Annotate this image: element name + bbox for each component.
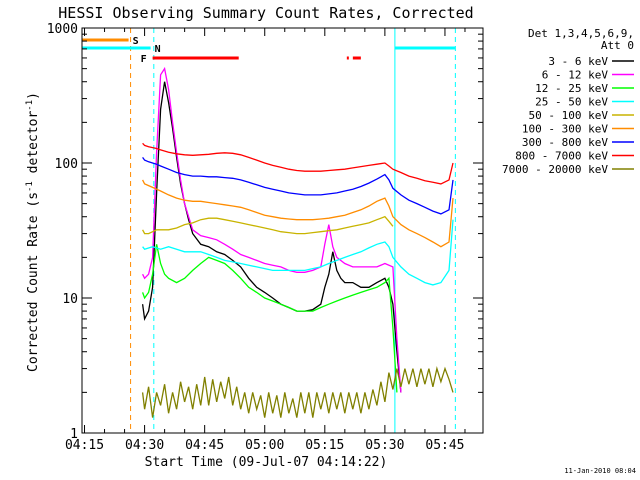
x-tick-label-1: 04:30 <box>125 438 164 453</box>
legend-label-3: 25 - 50 keV <box>535 96 608 109</box>
flag-label-n: N <box>155 44 161 55</box>
flag-label-f: F <box>141 54 147 65</box>
series-line-3 <box>142 219 454 286</box>
y-axis-title: Corrected Count Rate (s-1 detector-1) <box>25 92 41 372</box>
series-line-6 <box>142 157 454 215</box>
chart-title: HESSI Observing Summary Count Rates, Cor… <box>58 4 473 22</box>
legend-label-4: 50 - 100 keV <box>529 109 609 122</box>
flag-markers: S NF <box>82 28 456 433</box>
x-axis-ticks: 04:15 04:30 04:45 05:00 05:15 05:30 05:45 <box>65 28 466 453</box>
plot-frame <box>81 27 484 434</box>
x-tick-label-3: 05:00 <box>245 438 284 453</box>
series-line-0 <box>141 81 402 393</box>
legend-label-5: 100 - 300 keV <box>522 123 608 136</box>
series-line-4 <box>142 215 394 235</box>
legend-header-line2: Att 0 <box>601 39 634 52</box>
x-tick-label-0: 04:15 <box>65 438 104 453</box>
legend-label-6: 300 - 800 keV <box>522 136 608 149</box>
legend-label-8: 7000 - 20000 keV <box>502 163 608 176</box>
y-tick-label-3: 1000 <box>47 22 78 37</box>
series-line-7 <box>142 142 454 185</box>
legend-label-2: 12 - 25 keV <box>535 82 608 95</box>
y-tick-label-2: 100 <box>55 157 78 172</box>
legend-header-line1: Det 1,3,4,5,6,9, <box>528 27 634 40</box>
series-line-1 <box>142 66 402 393</box>
legend-label-0: 3 - 6 keV <box>548 55 608 68</box>
x-tick-label-2: 04:45 <box>185 438 224 453</box>
series-lines <box>141 66 454 418</box>
x-tick-label-4: 05:15 <box>305 438 344 453</box>
timestamp: 11-Jan-2010 08:04 <box>564 467 636 475</box>
legend-label-7: 800 - 7000 keV <box>515 150 608 163</box>
y-axis-ticks: 1 10 100 1000 <box>47 22 483 442</box>
x-tick-label-6: 05:45 <box>425 438 464 453</box>
y-tick-label-0: 1 <box>70 427 78 442</box>
x-axis-title: Start Time (09-Jul-07 04:14:22) <box>145 455 388 470</box>
series-line-2 <box>141 244 398 393</box>
y-tick-label-1: 10 <box>62 292 78 307</box>
series-line-8 <box>141 366 454 418</box>
flag-label-s: S <box>133 36 139 47</box>
x-tick-label-5: 05:30 <box>365 438 404 453</box>
series-line-5 <box>142 179 454 248</box>
legend-label-1: 6 - 12 keV <box>542 69 609 82</box>
